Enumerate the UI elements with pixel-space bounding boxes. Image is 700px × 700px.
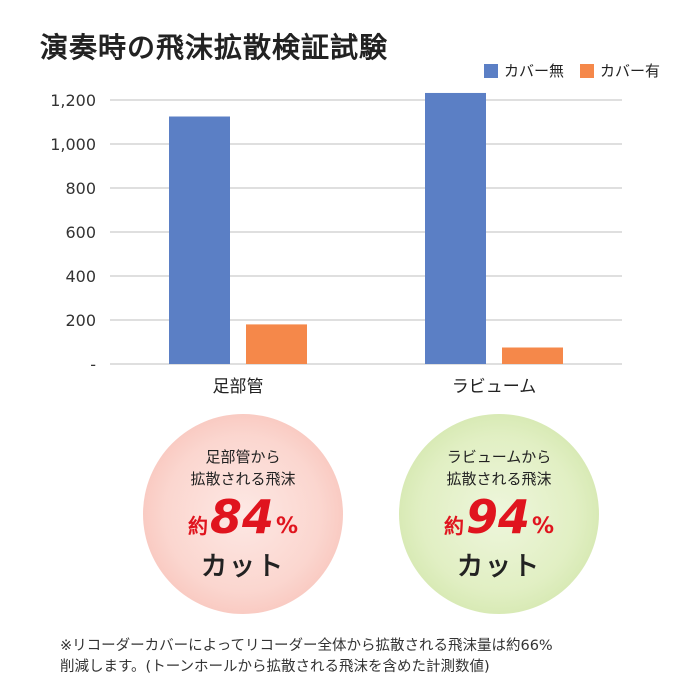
y-tick-label: 800: [65, 179, 96, 198]
legend-label-with-cover: カバー有: [599, 62, 660, 80]
callout-number: 94: [465, 489, 530, 544]
footnote-line2: 削減します。(トーンホールから拡散される飛沫を含めた計測数値): [60, 659, 490, 675]
callout-line2: 拡散される飛沫: [446, 469, 552, 488]
callout-number: 84: [209, 489, 274, 544]
callout-line1: 足部管から: [205, 447, 281, 466]
callout-prefix: 約: [443, 513, 464, 538]
legend-swatch-no-cover: [483, 63, 498, 78]
footnote: ※リコーダーカバーによってリコーダー全体から拡散される飛沫量は約66% 削減しま…: [60, 636, 680, 678]
callout-unit: %: [275, 513, 299, 539]
legend-item-with-cover: カバー有: [579, 60, 660, 81]
callout-unit: %: [531, 513, 555, 539]
callout-labium: ラビュームから 拡散される飛沫 約 94 % カット: [399, 414, 599, 614]
bar: [425, 92, 486, 365]
bar-chart: - 200 400 600 800 1,000 1,200 足部管 ラビューム: [50, 91, 622, 397]
legend: カバー無 カバー有: [483, 60, 660, 81]
bar: [502, 347, 563, 364]
footnote-line1: ※リコーダーカバーによってリコーダー全体から拡散される飛沫量は約66%: [60, 638, 553, 654]
bar: [169, 116, 230, 364]
y-tick-label: 200: [65, 311, 96, 330]
callout-cut: カット: [456, 551, 541, 582]
callout-line1: ラビュームから: [446, 447, 552, 466]
y-tick-label: -: [90, 355, 96, 374]
y-tick-label: 600: [65, 223, 96, 242]
y-tick-label: 1,000: [50, 135, 96, 154]
callout-percent: 約 94 %: [444, 494, 554, 540]
bar: [246, 324, 307, 364]
legend-item-no-cover: カバー無: [483, 60, 564, 81]
callout-foot-joint: 足部管から 拡散される飛沫 約 84 % カット: [143, 414, 343, 614]
x-category-label: ラビューム: [452, 377, 537, 397]
y-tick-label: 400: [65, 267, 96, 286]
legend-label-no-cover: カバー無: [503, 62, 564, 80]
callout-cut: カット: [200, 551, 285, 582]
callout-percent: 約 84 %: [188, 494, 298, 540]
callout-prefix: 約: [187, 513, 208, 538]
chart-title: 演奏時の飛沫拡散検証試験: [40, 31, 389, 64]
x-category-label: 足部管: [213, 377, 264, 397]
callout-line2: 拡散される飛沫: [190, 469, 296, 488]
y-tick-label: 1,200: [50, 91, 96, 110]
legend-swatch-with-cover: [579, 63, 594, 78]
